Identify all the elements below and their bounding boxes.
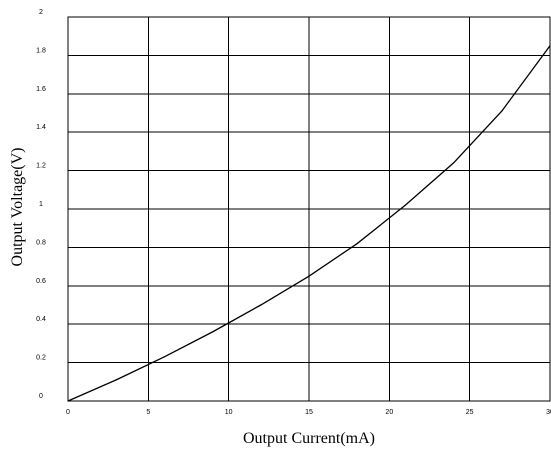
data-point <box>356 242 358 245</box>
data-point <box>308 275 310 277</box>
x-tick-label: 20 <box>385 409 393 416</box>
x-tick-label: 10 <box>225 409 233 416</box>
data-point <box>501 110 503 112</box>
data-point <box>549 45 551 47</box>
series-layer <box>67 45 551 402</box>
data-point <box>115 379 117 381</box>
data-point <box>163 356 165 358</box>
y-axis-title: Output Voltage(V) <box>9 148 26 267</box>
y-tick-label: 0 <box>39 393 43 400</box>
data-point <box>453 162 455 164</box>
y-tick-label: 1.6 <box>36 86 46 93</box>
y-tick-label: 0.2 <box>36 355 46 362</box>
x-tick-label: 25 <box>466 409 474 416</box>
x-tick-label: 30 <box>546 409 551 416</box>
data-point <box>212 331 214 333</box>
y-tick-label: 1.2 <box>36 163 46 170</box>
plot-frame <box>67 16 551 402</box>
x-tick-label: 0 <box>66 409 70 416</box>
grid <box>68 17 550 401</box>
x-tick-label: 5 <box>146 409 150 416</box>
y-tick-label: 0.8 <box>36 239 46 246</box>
tick-labels: 0 5 10 15 20 25 30 0 0.2 0.4 0.6 0.8 1 1.2 1.4 1.6 1.8 2 <box>36 9 551 416</box>
y-tick-label: 1 <box>39 201 43 208</box>
x-tick-label: 15 <box>305 409 313 416</box>
y-tick-label: 2 <box>39 9 43 16</box>
y-tick-label: 1.8 <box>36 47 46 54</box>
y-tick-label: 0.4 <box>36 316 46 323</box>
x-axis-title: Output Current(mA) <box>243 430 375 447</box>
y-tick-label: 0.6 <box>36 278 46 285</box>
data-point <box>260 304 262 306</box>
data-point <box>67 400 69 402</box>
y-tick-label: 1.4 <box>36 124 46 131</box>
data-point <box>404 204 406 206</box>
